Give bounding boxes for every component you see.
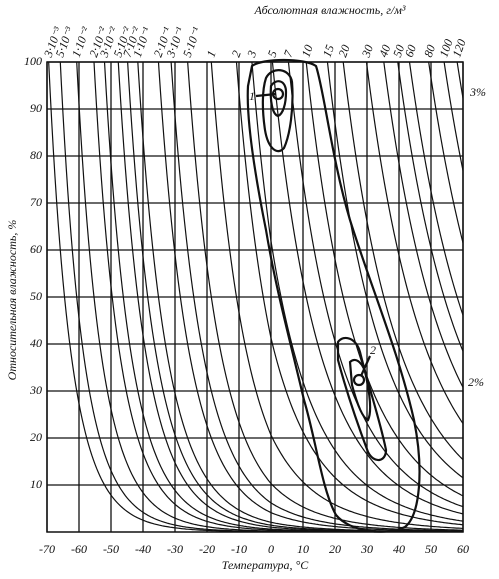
isoline bbox=[428, 62, 463, 244]
y-tick-label: 40 bbox=[30, 336, 42, 350]
x-tick-label: 50 bbox=[425, 542, 437, 556]
contour bbox=[352, 373, 366, 387]
y-tick-label: 10 bbox=[30, 477, 42, 491]
contour bbox=[269, 80, 288, 118]
y-tick-label: 60 bbox=[30, 242, 42, 256]
x-axis-label: Температура, °C bbox=[222, 558, 310, 572]
isoline bbox=[235, 62, 463, 526]
x-tick-label: -40 bbox=[135, 542, 151, 556]
y-tick-label: 80 bbox=[30, 148, 42, 162]
chart-title: Абсолютная влажность, г/м³ bbox=[253, 3, 405, 17]
isoline bbox=[271, 62, 463, 515]
isoline bbox=[326, 62, 463, 479]
y-tick-label: 100 bbox=[24, 54, 42, 68]
x-tick-label: -20 bbox=[199, 542, 215, 556]
isoline bbox=[305, 62, 463, 497]
y-tick-label: 20 bbox=[30, 430, 42, 444]
annotation: 2 bbox=[370, 343, 376, 357]
x-tick-label: -10 bbox=[231, 542, 247, 556]
top-tick-label: 100 bbox=[436, 37, 455, 59]
isoline bbox=[137, 62, 463, 532]
top-tick-label: 80 bbox=[421, 43, 438, 59]
isoline bbox=[383, 62, 463, 388]
isoline bbox=[365, 62, 463, 424]
isoline bbox=[251, 62, 463, 522]
isoline bbox=[170, 62, 463, 532]
x-tick-label: 60 bbox=[457, 542, 469, 556]
y-tick-label: 90 bbox=[30, 101, 42, 115]
contour bbox=[348, 358, 372, 422]
leader-line bbox=[255, 92, 277, 98]
x-tick-label: -30 bbox=[167, 542, 183, 556]
y-tick-label: 70 bbox=[30, 195, 42, 209]
y-tick-label: 50 bbox=[30, 289, 42, 303]
annotation: 3% bbox=[469, 85, 486, 99]
top-tick-label: 20 bbox=[335, 43, 352, 59]
annotation: 2% bbox=[468, 375, 484, 389]
x-tick-label: 30 bbox=[360, 542, 373, 556]
x-tick-label: 40 bbox=[393, 542, 405, 556]
x-tick-label: 0 bbox=[268, 542, 274, 556]
isoline bbox=[397, 62, 463, 352]
contour bbox=[246, 58, 421, 533]
isolines bbox=[48, 62, 463, 532]
top-tick-label: 2 bbox=[229, 49, 244, 59]
top-tick-label: 3 bbox=[244, 49, 260, 60]
x-tick-label: -50 bbox=[103, 542, 119, 556]
isoline bbox=[287, 62, 463, 508]
isoline bbox=[157, 62, 463, 532]
y-axis-label: Относительная влажность, % bbox=[5, 220, 19, 381]
top-tick-label: 30 bbox=[358, 43, 376, 60]
y-tick-label: 30 bbox=[29, 383, 42, 397]
x-tick-label: -70 bbox=[39, 542, 55, 556]
x-tick-label: -60 bbox=[71, 542, 87, 556]
top-tick-label: 40 bbox=[376, 43, 393, 59]
top-tick-label: 15 bbox=[320, 43, 337, 59]
leader-line bbox=[359, 355, 372, 377]
top-tick-label: 120 bbox=[449, 37, 468, 59]
annotation: 1 bbox=[249, 89, 255, 103]
contour bbox=[336, 336, 388, 462]
isoline bbox=[103, 62, 463, 532]
top-tick-label: 1 bbox=[204, 49, 219, 59]
isoline bbox=[93, 62, 463, 532]
top-tick-label: 10 bbox=[298, 43, 315, 59]
top-tick-label: 50 bbox=[390, 43, 407, 59]
isoline bbox=[443, 62, 463, 171]
contour bbox=[261, 69, 294, 153]
contours bbox=[246, 58, 421, 533]
top-tick-label: 60 bbox=[402, 43, 419, 59]
top-tick-label: 7 bbox=[281, 48, 297, 59]
isoline bbox=[187, 62, 463, 531]
isoline bbox=[408, 62, 463, 316]
x-tick-label: 10 bbox=[297, 542, 309, 556]
x-tick-label: 20 bbox=[329, 542, 341, 556]
top-tick-label: 5 bbox=[265, 49, 280, 59]
